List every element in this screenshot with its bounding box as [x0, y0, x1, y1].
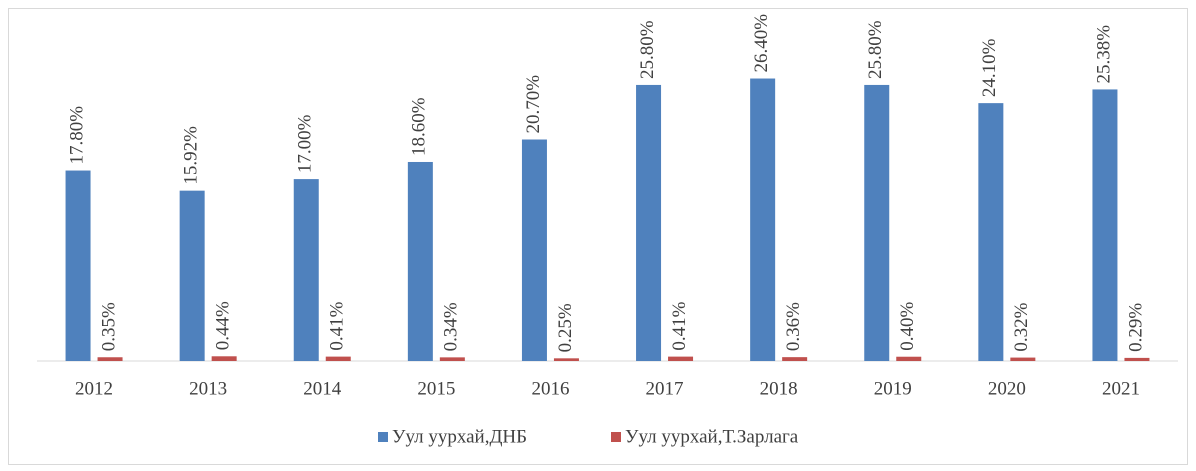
bar: [1124, 357, 1150, 361]
data-label: 25.80%: [865, 20, 886, 79]
bar: [1092, 89, 1118, 362]
data-label: 25.38%: [1093, 25, 1114, 84]
data-label: 0.25%: [555, 303, 576, 352]
bar: [896, 356, 922, 361]
data-label: 17.80%: [66, 106, 87, 165]
data-label: 17.00%: [295, 114, 316, 173]
bar: [439, 357, 465, 361]
data-label: 0.35%: [98, 302, 119, 351]
x-tick-label: 2016: [531, 378, 569, 399]
data-label: 18.60%: [409, 97, 430, 156]
x-tick-label: 2021: [1102, 378, 1140, 399]
bar: [750, 78, 776, 362]
data-label: 25.80%: [637, 20, 658, 79]
legend-label: Уул уурхай,Т.Зарлага: [625, 426, 799, 447]
x-tick-label: 2019: [874, 378, 912, 399]
x-tick-label: 2013: [189, 378, 227, 399]
bar: [553, 358, 579, 361]
x-tick-label: 2015: [417, 378, 455, 399]
data-label: 0.29%: [1125, 303, 1146, 352]
x-tick-label: 2020: [988, 378, 1026, 399]
bar: [211, 356, 237, 361]
data-label: 20.70%: [523, 75, 544, 134]
bar: [1010, 357, 1036, 361]
bar: [782, 357, 808, 361]
x-tick-label: 2018: [760, 378, 798, 399]
data-label: 26.40%: [751, 14, 772, 73]
legend-swatch: [611, 432, 621, 442]
bar: [325, 356, 351, 361]
bar: [978, 103, 1004, 361]
bar: [293, 179, 319, 361]
data-label: 15.92%: [181, 126, 202, 185]
data-label: 0.41%: [327, 301, 348, 350]
data-label: 0.41%: [669, 301, 690, 350]
data-label: 0.32%: [1011, 302, 1032, 351]
x-tick-label: 2017: [646, 378, 684, 399]
bar: [65, 170, 91, 361]
bar: [864, 84, 890, 361]
x-tick-label: 2012: [75, 378, 113, 399]
data-label: 0.34%: [441, 302, 462, 351]
data-label: 0.40%: [897, 301, 918, 350]
x-tick-label: 2014: [303, 378, 342, 399]
data-label: 0.36%: [783, 302, 804, 351]
data-label: 0.44%: [213, 301, 234, 350]
bar: [179, 190, 205, 361]
bar: [97, 357, 123, 361]
bar: [668, 356, 694, 361]
bar: [636, 84, 662, 361]
data-label: 24.10%: [979, 38, 1000, 97]
bar: [521, 139, 547, 361]
legend-swatch: [378, 432, 388, 442]
legend-label: Уул уурхай,ДНБ: [392, 426, 527, 447]
bar: [407, 161, 433, 361]
